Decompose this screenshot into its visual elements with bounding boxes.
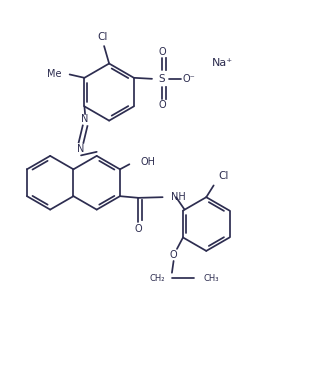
Text: CH₃: CH₃ [203,274,219,283]
Text: Cl: Cl [219,171,229,181]
Text: OH: OH [141,157,156,167]
Text: Cl: Cl [97,32,108,42]
Text: O: O [170,250,177,260]
Text: N: N [81,114,89,124]
Text: Me: Me [48,70,62,79]
Text: O: O [158,47,166,57]
Text: CH₂: CH₂ [149,274,165,283]
Text: NH: NH [171,192,186,201]
Text: N: N [78,144,85,154]
Text: O: O [135,224,142,235]
Text: Na⁺: Na⁺ [212,58,233,68]
Text: O: O [158,100,166,109]
Text: S: S [159,74,165,84]
Text: O⁻: O⁻ [182,74,195,84]
